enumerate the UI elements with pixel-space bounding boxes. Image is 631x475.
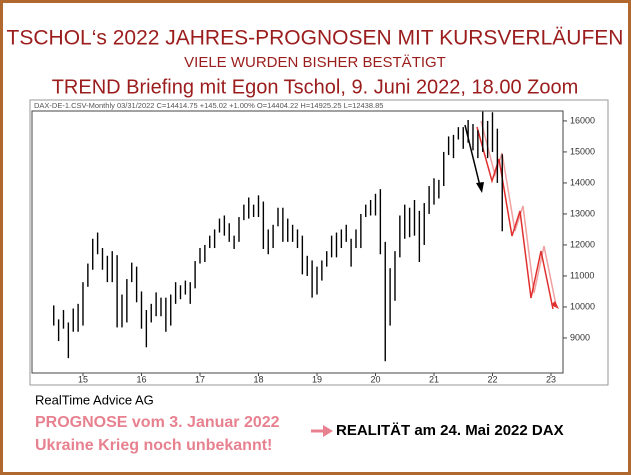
reality-label: REALITÄT am 24. Mai 2022 DAX (336, 422, 564, 439)
slide-subtitle: VIELE WURDEN BISHER BESTÄTIGT (184, 54, 446, 71)
event-line: TREND Briefing mit Egon Tschol, 9. Juni … (52, 76, 579, 98)
chart-frame (29, 99, 609, 386)
x-tick-label: 20 (370, 374, 380, 384)
x-tick-label: 16 (136, 374, 146, 384)
forecast-line (476, 126, 554, 310)
slide-title: TSCHOL‘s 2022 JAHRES-PROGNOSEN MIT KURSV… (7, 27, 624, 50)
y-tick-label: 16000 (570, 115, 595, 125)
x-tick-label: 23 (546, 374, 556, 384)
y-tick-label: 10000 (570, 301, 595, 311)
forecast-label: PROGNOSE vom 3. Januar 2022 (35, 414, 280, 431)
y-tick-label: 15000 (570, 146, 595, 156)
x-tick-label: 18 (253, 374, 263, 384)
y-tick-label: 9000 (570, 332, 590, 342)
chart: TSCHOL‘s 2022 JAHRES-PROGNOSEN MIT KURSV… (7, 27, 624, 455)
y-tick-label: 13000 (570, 208, 595, 218)
chart-header: DAX-DE-1.CSV-Monthly 03/31/2022 C=14414.… (34, 101, 383, 110)
forecast-arrowhead (551, 301, 559, 309)
plot-area (31, 110, 564, 374)
y-tick-label: 11000 (570, 270, 594, 280)
x-tick-label: 22 (487, 374, 497, 384)
reality-arrowhead (476, 182, 484, 193)
pointer-arrowhead (323, 425, 333, 437)
x-tick-label: 19 (312, 374, 322, 384)
source-label: RealTime Advice AG (35, 392, 154, 407)
forecast-note: Ukraine Krieg noch unbekannt! (35, 437, 272, 454)
y-tick-label: 12000 (570, 239, 595, 249)
y-tick-label: 14000 (570, 177, 595, 187)
x-tick-label: 21 (429, 374, 439, 384)
x-tick-label: 15 (78, 374, 88, 384)
x-tick-label: 17 (195, 374, 205, 384)
